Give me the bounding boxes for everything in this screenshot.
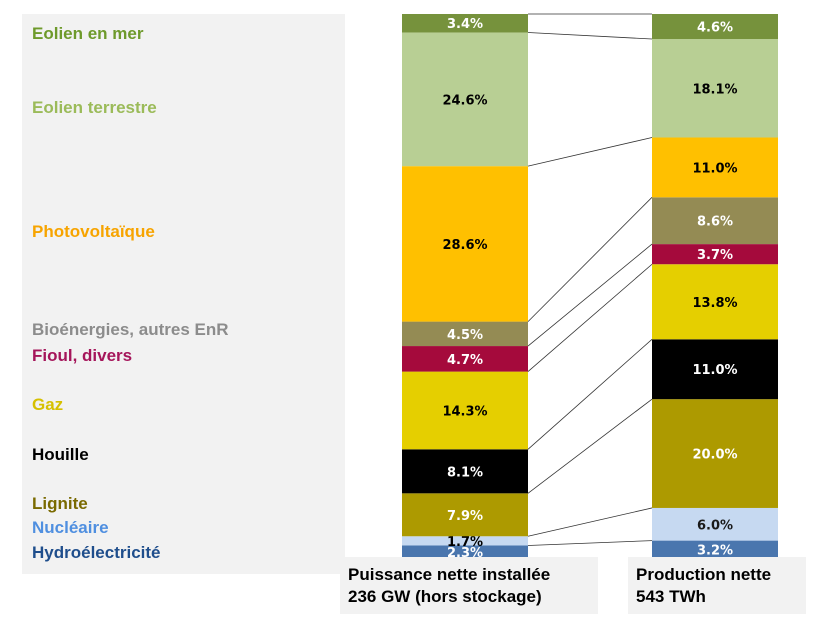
- bar-segment: [402, 321, 528, 347]
- legend-entry: Hydroélectricité: [32, 543, 161, 562]
- data-label: 4.6%: [697, 21, 733, 36]
- caption-line: 543 TWh: [636, 587, 706, 606]
- bar-segment: [652, 39, 778, 138]
- data-label: 24.6%: [442, 93, 487, 108]
- data-label: 11.0%: [692, 161, 737, 176]
- bar-segment: [652, 264, 778, 340]
- data-label: 8.6%: [697, 215, 733, 230]
- bar-segment: [402, 371, 528, 450]
- legend-entry: Eolien en mer: [32, 24, 144, 43]
- data-label: 28.6%: [442, 238, 487, 253]
- connector-line: [527, 507, 653, 537]
- legend-entry: Eolien terrestre: [32, 98, 157, 117]
- bar-segment: [402, 346, 528, 372]
- connector-line: [527, 263, 653, 372]
- bar-segment: [652, 399, 778, 508]
- caption-line: Production nette: [636, 565, 772, 584]
- legend-entry: Gaz: [32, 395, 64, 414]
- legend-entry: Fioul, divers: [32, 346, 133, 365]
- bar-segment: [652, 507, 778, 541]
- bar-segment: [402, 493, 528, 537]
- bar-segment: [652, 137, 778, 198]
- data-label: 1.7%: [447, 535, 483, 550]
- bar-segment: [402, 14, 528, 33]
- connector-line: [527, 137, 653, 167]
- data-label: 6.0%: [697, 518, 733, 533]
- bar-segment: [402, 166, 528, 322]
- legend-entry: Lignite: [32, 494, 88, 513]
- data-label: 18.1%: [692, 82, 737, 97]
- caption-installed-capacity: Puissance nette installée 236 GW (hors s…: [340, 557, 598, 614]
- caption-line: 236 GW (hors stockage): [348, 587, 542, 606]
- data-label: 4.5%: [447, 328, 483, 343]
- data-label: 11.0%: [692, 363, 737, 378]
- legend-entry: Bioénergies, autres EnR: [32, 320, 229, 339]
- data-label: 4.7%: [447, 353, 483, 368]
- legend-entry: Photovoltaïque: [32, 222, 155, 241]
- connector-line: [527, 32, 653, 40]
- data-label: 14.3%: [442, 404, 487, 419]
- data-label: 3.2%: [697, 543, 733, 558]
- caption-line: Puissance nette installée: [348, 565, 551, 584]
- bar-segment: [402, 545, 528, 558]
- legend-panel: [22, 14, 345, 574]
- bar-segment: [652, 339, 778, 400]
- connector-line: [527, 540, 653, 546]
- data-label: 3.7%: [697, 248, 733, 263]
- connector-line: [527, 197, 653, 322]
- connector-line: [527, 398, 653, 494]
- data-label: 13.8%: [692, 296, 737, 311]
- connector-line: [527, 339, 653, 450]
- bar-segment: [652, 197, 778, 245]
- bar-segment: [652, 540, 778, 558]
- bar-segment: [652, 244, 778, 265]
- bar-segment: [402, 449, 528, 494]
- data-label: 3.4%: [447, 17, 483, 32]
- bar-segment: [402, 536, 528, 546]
- connector-line: [527, 243, 653, 347]
- bar-segment: [652, 14, 778, 40]
- legend-entry: Houille: [32, 445, 89, 464]
- data-label: 7.9%: [447, 509, 483, 524]
- caption-net-production: Production nette 543 TWh: [628, 557, 806, 614]
- data-label: 20.0%: [692, 448, 737, 463]
- legend-entry: Nucléaire: [32, 518, 109, 537]
- data-label: 8.1%: [447, 465, 483, 480]
- bar-segment: [402, 32, 528, 167]
